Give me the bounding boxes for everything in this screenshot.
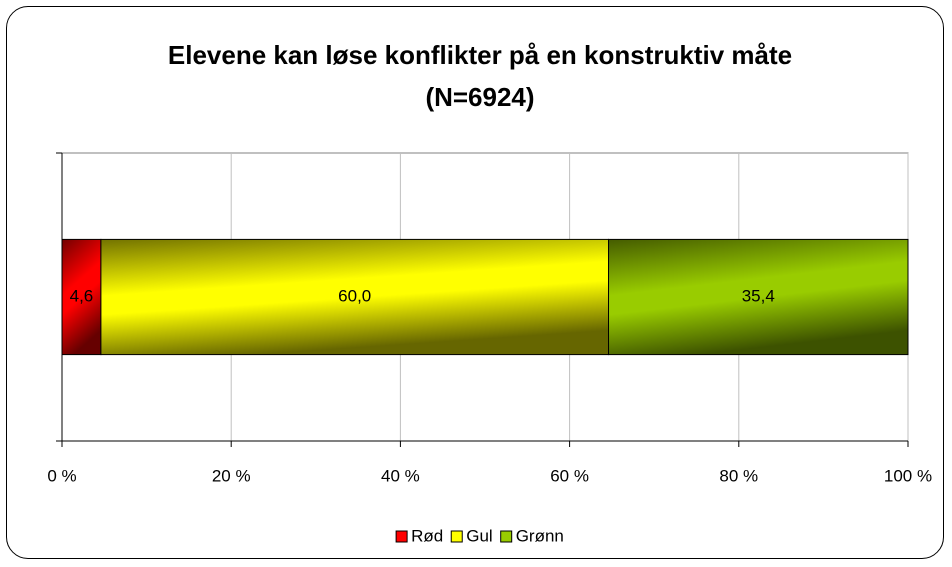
x-tick-label: 40 % [381, 466, 420, 485]
x-tick-label: 100 % [884, 466, 932, 485]
data-label: 4,6 [70, 286, 94, 305]
chart-title: Elevene kan løse konflikter på en konstr… [167, 40, 793, 112]
data-label: 35,4 [742, 286, 775, 305]
bar-segment [608, 238, 909, 356]
legend-swatch [500, 530, 513, 543]
x-tick-label: 60 % [550, 466, 589, 485]
bar-segment [61, 238, 102, 356]
bar-segment [100, 238, 610, 356]
legend-label: Grønn [516, 526, 564, 545]
x-tick-label: 20 % [212, 466, 251, 485]
legend-label: Gul [466, 526, 492, 545]
x-tick-label: 0 % [47, 466, 76, 485]
legend-label: Rød [411, 526, 443, 545]
legend-swatch [395, 530, 408, 543]
legend-swatch [450, 530, 463, 543]
x-tick-label: 80 % [719, 466, 758, 485]
chart-frame [6, 6, 944, 559]
data-label: 60,0 [338, 286, 371, 305]
legend: Rød Gul Grønn [395, 526, 564, 545]
